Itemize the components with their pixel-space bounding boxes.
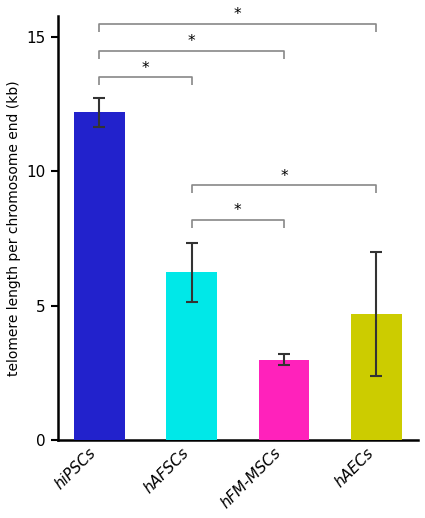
Text: *: *	[188, 34, 196, 49]
Bar	[166, 272, 217, 440]
Bar	[74, 112, 125, 440]
Text: *: *	[234, 204, 242, 219]
Text: *: *	[280, 168, 288, 183]
Bar	[258, 359, 309, 440]
Text: *: *	[234, 7, 242, 22]
Y-axis label: telomere length per chromosome end (kb): telomere length per chromosome end (kb)	[7, 80, 21, 376]
Text: *: *	[142, 61, 149, 76]
Bar	[351, 314, 402, 440]
